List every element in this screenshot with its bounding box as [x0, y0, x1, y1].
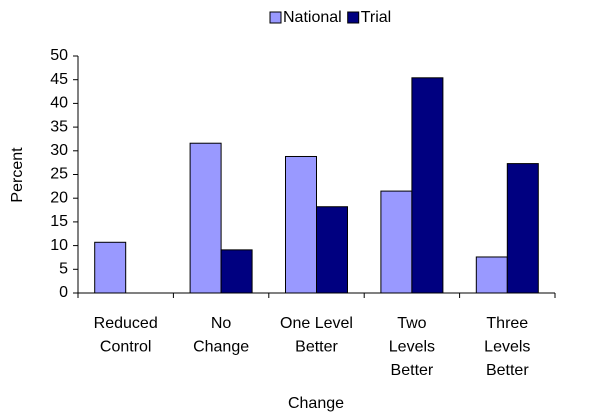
x-tick-label: One Level — [280, 315, 353, 332]
legend-swatch — [269, 11, 282, 24]
y-tick-label: 20 — [50, 189, 68, 206]
x-tick-label: Control — [100, 339, 152, 356]
y-tick-label: 5 — [59, 261, 68, 278]
y-tick-label: 30 — [50, 142, 68, 159]
x-tick-label: Better — [486, 362, 529, 379]
y-tick-label: 35 — [50, 118, 68, 135]
y-tick-label: 10 — [50, 237, 68, 254]
x-tick-label: Reduced — [94, 315, 158, 332]
y-axis-title: Percent — [9, 147, 26, 203]
bar — [380, 190, 413, 294]
y-tick-label: 40 — [50, 95, 68, 112]
x-tick-label: Change — [193, 339, 249, 356]
x-tick-label: Levels — [389, 339, 435, 356]
x-tick-label: Better — [295, 339, 338, 356]
y-tick-label: 50 — [50, 47, 68, 64]
legend-swatch — [347, 11, 360, 24]
bar — [316, 206, 348, 294]
x-axis-title: Change — [288, 395, 344, 412]
y-tick-label: 0 — [59, 284, 68, 301]
y-tick-label: 15 — [50, 213, 68, 230]
y-tick-label: 25 — [50, 166, 68, 183]
x-tick-label: Two — [397, 315, 426, 332]
x-tick-label: Better — [391, 362, 434, 379]
x-tick-label: Three — [486, 315, 528, 332]
legend-label: National — [283, 9, 342, 26]
bar — [285, 155, 317, 294]
bar — [506, 163, 539, 294]
bar — [189, 142, 222, 294]
y-tick-label: 45 — [50, 71, 68, 88]
x-tick-label: Levels — [484, 339, 530, 356]
bar — [94, 241, 127, 294]
x-tick-label: No — [211, 315, 232, 332]
bar — [411, 77, 444, 294]
bar — [220, 249, 253, 294]
legend-label: Trial — [361, 9, 392, 26]
bar — [475, 256, 508, 294]
